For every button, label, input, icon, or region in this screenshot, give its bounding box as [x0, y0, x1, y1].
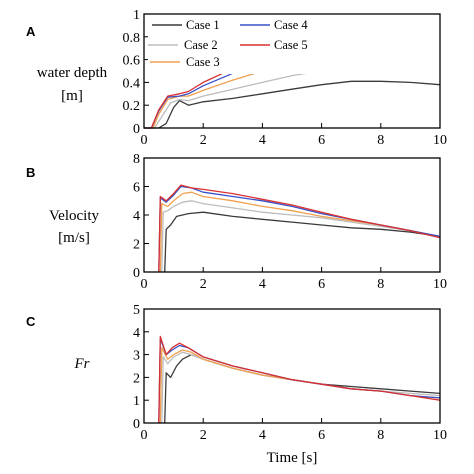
y-tick-label: 0.8: [123, 31, 141, 46]
plot-frame: [143, 157, 441, 273]
y-tick-label: 4: [133, 209, 140, 224]
plot-lines: [158, 184, 441, 273]
legend-label-case-1: Case 1: [186, 18, 220, 32]
series-line-case-3: [159, 347, 441, 424]
y-tick-label: 2: [133, 238, 140, 253]
y-tick-label: 0: [133, 122, 140, 137]
x-tick-label: 2: [200, 428, 207, 443]
y-tick-label: 1: [133, 394, 140, 409]
x-tick-label: 10: [433, 277, 447, 292]
x-tick-label: 2: [200, 277, 207, 292]
x-tick-label: 10: [433, 133, 447, 148]
y-axis-label-line-1: water depth: [37, 65, 108, 81]
y-axis-label-line-2: [m]: [61, 88, 83, 104]
series-line-case-1: [164, 211, 441, 273]
axis-ticks: 0 1 2 3 4 5 0 2 4 6 8 10: [133, 303, 447, 443]
x-tick-label: 10: [433, 428, 447, 443]
y-tick-label: 0: [133, 266, 140, 281]
y-tick-label: 0.4: [123, 76, 141, 91]
series-line-case-1: [144, 80, 441, 129]
legend-label-case-2: Case 2: [184, 38, 218, 52]
plot-frame: [143, 13, 441, 129]
x-tick-label: 6: [318, 428, 325, 443]
y-tick-label: 0.2: [123, 99, 141, 114]
series-line-case-2: [144, 66, 441, 129]
axis-ticks: 0 2 4 6 8 0 2 4 6 8 10: [133, 152, 447, 292]
plot-lines: [158, 335, 441, 424]
panel-letter-b: B: [26, 165, 35, 180]
x-axis-label: Time [s]: [267, 450, 318, 466]
x-tick-label: 0: [141, 428, 148, 443]
panel-letter-c: C: [26, 314, 36, 329]
y-tick-label: 0: [133, 417, 140, 432]
panel-b-velocity: B Velocity [m/s] 0 2 4 6 8 0 2 4 6 8 10: [26, 152, 447, 292]
legend: Case 1 Case 2 Case 3 Case 4 Case 5: [148, 14, 440, 74]
x-tick-label: 0: [141, 133, 148, 148]
y-axis-label-line-1: Velocity: [49, 208, 99, 224]
panel-letter-a: A: [26, 24, 36, 39]
x-tick-label: 8: [377, 277, 384, 292]
panel-c-froude-number: C Fr 0 1 2 3 4 5 0 2 4 6 8 10 Time [s]: [26, 303, 447, 466]
y-tick-label: 5: [133, 303, 140, 318]
y-tick-label: 0.6: [123, 54, 141, 69]
series-line-case-2: [161, 200, 441, 273]
plot-frame: [143, 308, 441, 424]
series-line-case-1: [164, 353, 441, 424]
x-tick-label: 4: [259, 277, 266, 292]
legend-label-case-5: Case 5: [274, 38, 308, 52]
series-line-case-5: [158, 335, 441, 424]
y-tick-label: 4: [133, 326, 140, 341]
legend-label-case-3: Case 3: [186, 55, 220, 69]
y-tick-label: 2: [133, 371, 140, 386]
panel-a-water-depth: A water depth [m] 00.20.40.60.810 2 4 6 8 10 …: [26, 8, 447, 148]
y-tick-label: 1: [133, 8, 140, 23]
x-tick-label: 6: [318, 277, 325, 292]
y-tick-label: 3: [133, 349, 140, 364]
y-tick-label: 8: [133, 152, 140, 167]
series-line-case-2: [161, 351, 441, 424]
x-tick-label: 2: [200, 133, 207, 148]
x-tick-label: 4: [259, 133, 266, 148]
legend-background: [148, 14, 440, 74]
y-tick-label: 6: [133, 181, 140, 196]
x-tick-label: 4: [259, 428, 266, 443]
series-line-case-5: [158, 184, 441, 273]
x-tick-label: 8: [377, 428, 384, 443]
legend-label-case-4: Case 4: [274, 18, 308, 32]
y-axis-label-line-2: [m/s]: [58, 230, 90, 246]
y-axis-label-line-1: Fr: [74, 356, 90, 372]
x-tick-label: 0: [141, 277, 148, 292]
x-tick-label: 6: [318, 133, 325, 148]
series-line-case-3: [159, 191, 441, 273]
x-tick-label: 8: [377, 133, 384, 148]
